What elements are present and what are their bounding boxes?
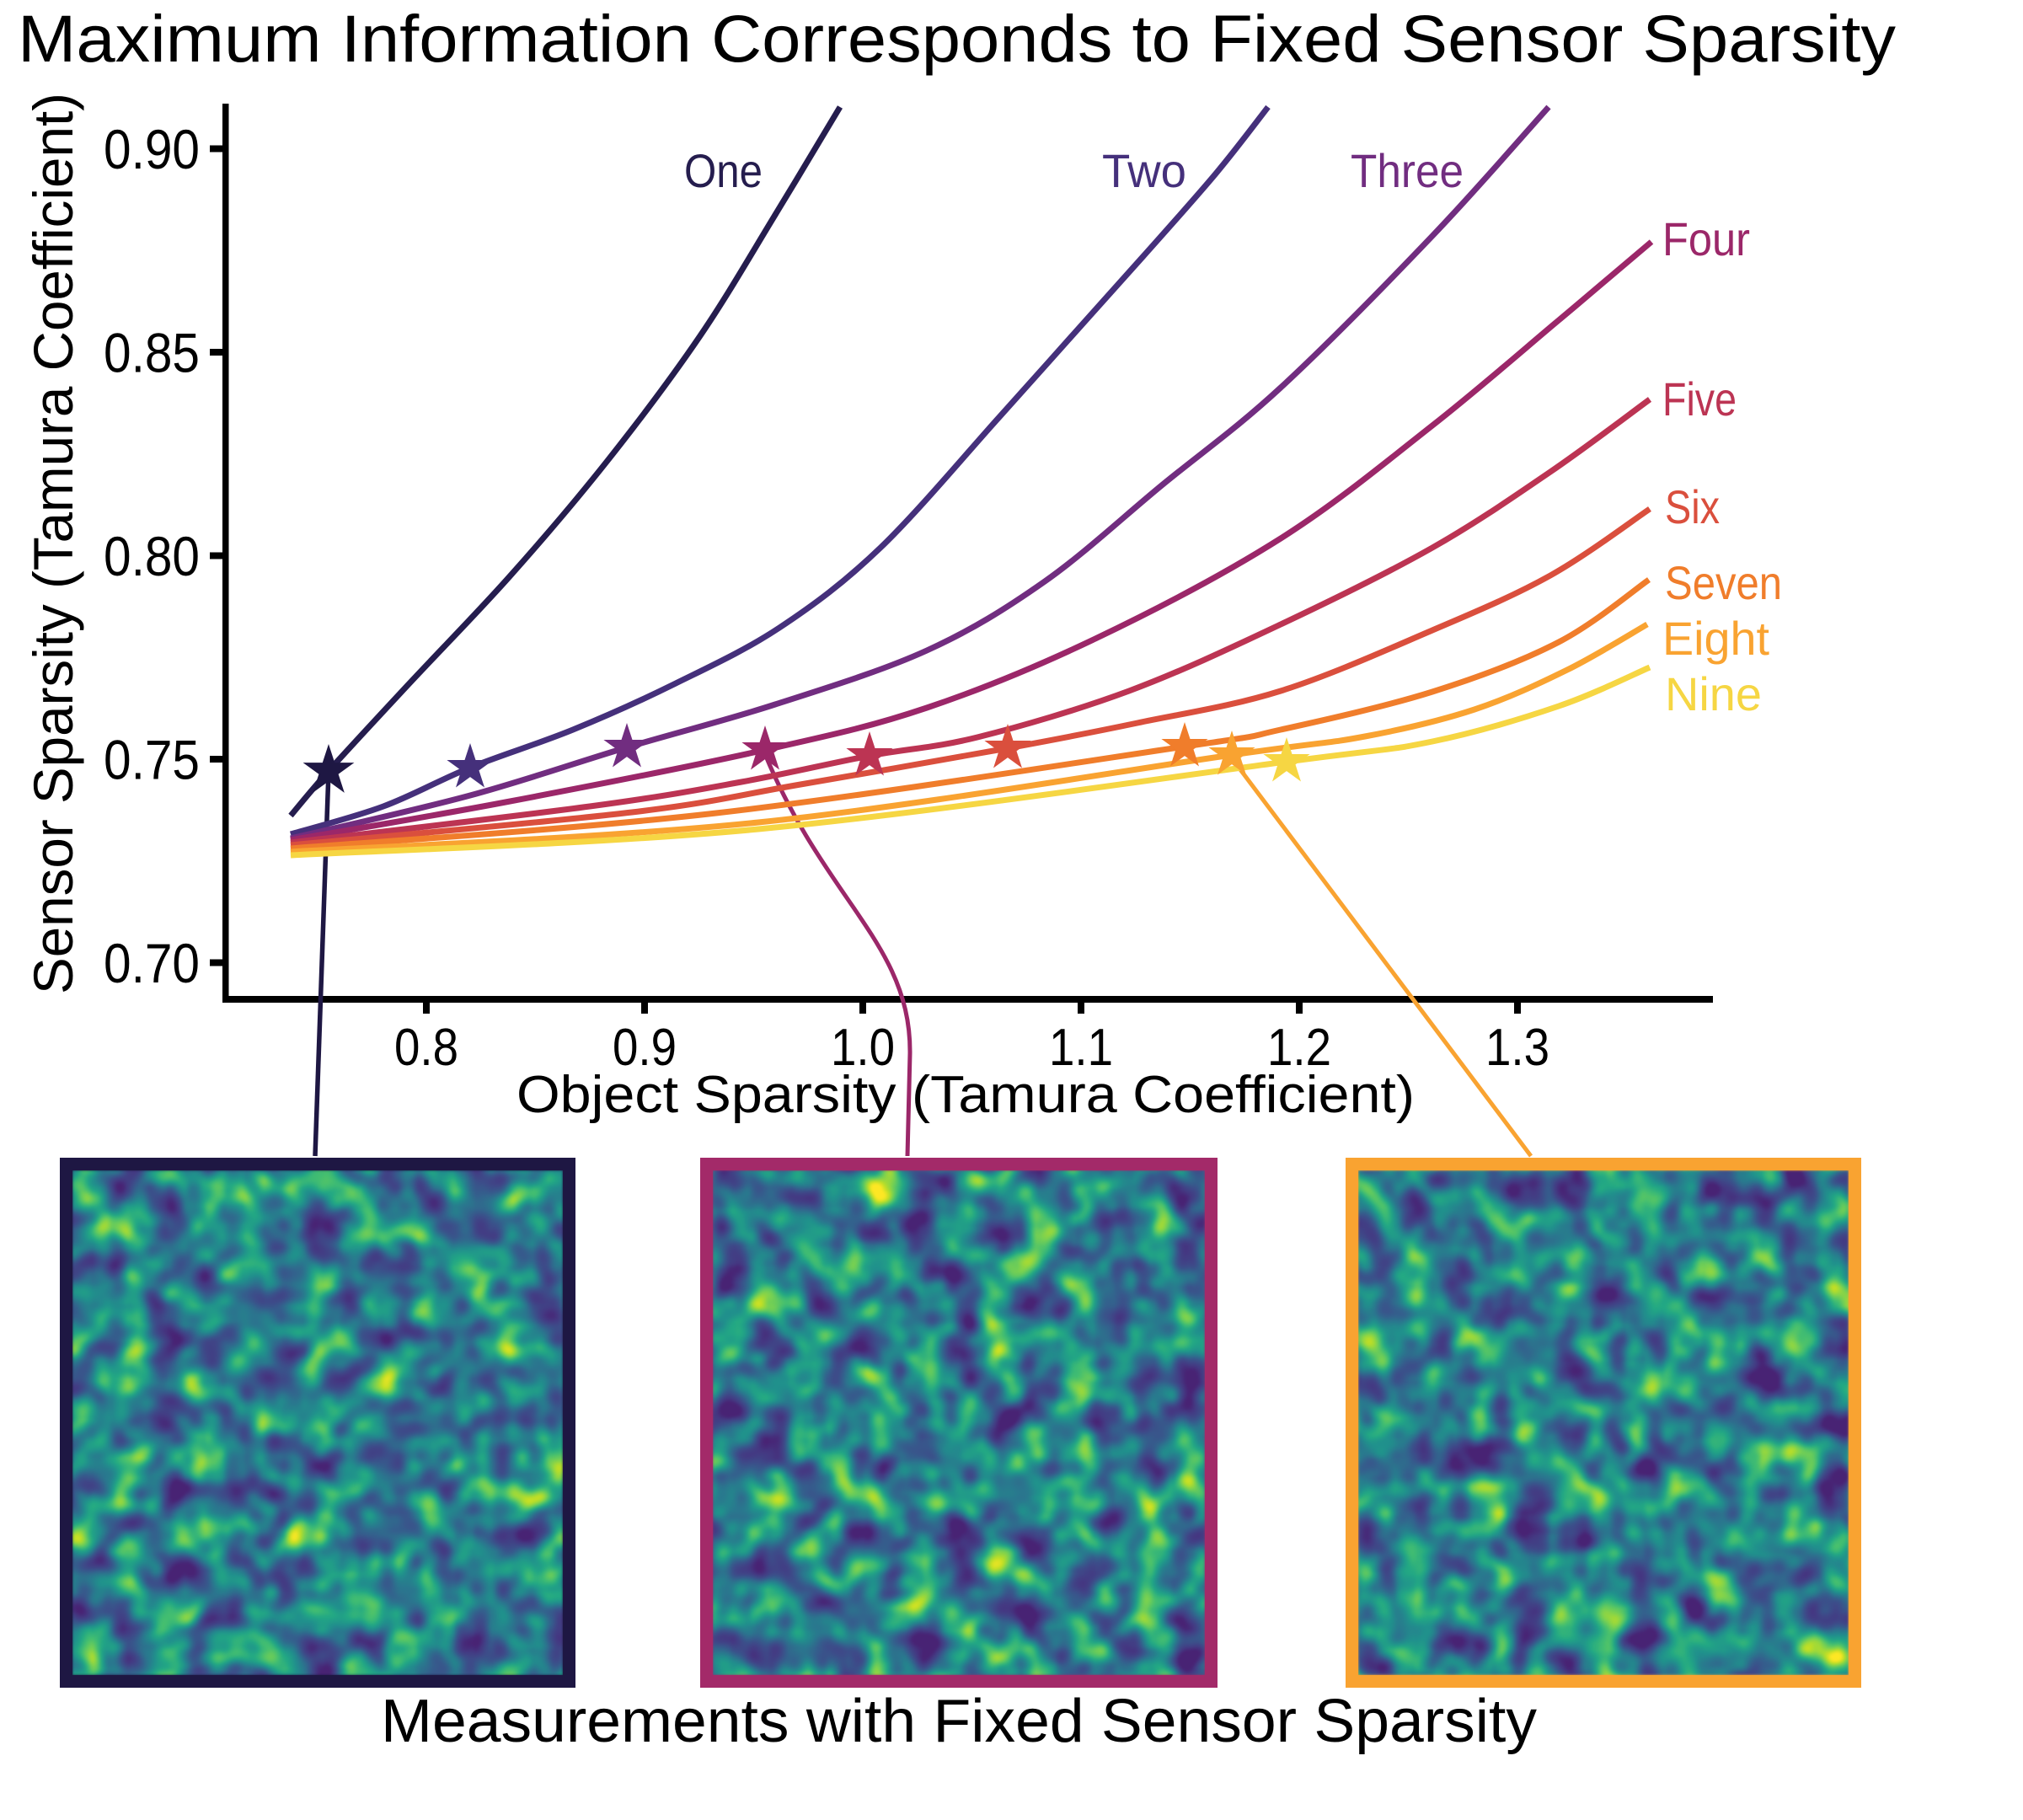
svg-text:0.90: 0.90 — [104, 118, 200, 180]
svg-text:Eight: Eight — [1662, 612, 1769, 665]
svg-text:Measurements with Fixed Sensor: Measurements with Fixed Sensor Sparsity — [381, 1688, 1537, 1755]
svg-text:0.9: 0.9 — [613, 1019, 677, 1077]
svg-text:0.8: 0.8 — [394, 1019, 458, 1077]
svg-text:1.1: 1.1 — [1049, 1019, 1113, 1077]
svg-text:Two: Two — [1102, 144, 1186, 197]
svg-text:Six: Six — [1665, 480, 1720, 533]
svg-text:0.80: 0.80 — [104, 525, 200, 587]
svg-text:Three: Three — [1351, 144, 1464, 197]
svg-text:One: One — [684, 144, 763, 197]
svg-text:Five: Five — [1662, 372, 1737, 426]
svg-text:Seven: Seven — [1665, 556, 1782, 609]
svg-text:0.70: 0.70 — [104, 932, 200, 994]
svg-text:Object Sparsity (Tamura Coeffi: Object Sparsity (Tamura Coefficient) — [516, 1066, 1415, 1124]
svg-text:1.2: 1.2 — [1267, 1019, 1331, 1077]
svg-text:0.85: 0.85 — [104, 322, 200, 384]
svg-text:1.0: 1.0 — [831, 1019, 895, 1077]
svg-text:0.75: 0.75 — [104, 729, 200, 791]
svg-text:Maximum Information Correspond: Maximum Information Corresponds to Fixed… — [18, 1, 1897, 76]
svg-text:Sensor Sparsity (Tamura Coeffi: Sensor Sparsity (Tamura Coefficient) — [22, 93, 84, 994]
svg-text:1.3: 1.3 — [1485, 1019, 1549, 1077]
svg-text:Four: Four — [1662, 212, 1750, 265]
svg-text:Nine: Nine — [1665, 667, 1762, 720]
